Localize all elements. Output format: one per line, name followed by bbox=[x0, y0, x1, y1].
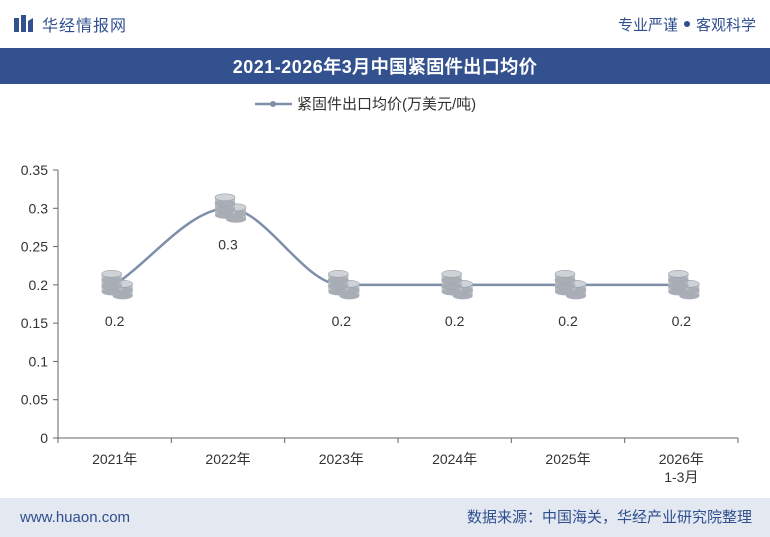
y-axis-ticks: 0 0.05 0.1 0.15 0.2 0.25 0.3 0.35 bbox=[21, 162, 58, 446]
chart-title: 2021-2026年3月中国紧固件出口均价 bbox=[232, 57, 538, 77]
footer-source: 数据来源：中国海关，华经产业研究院整理 bbox=[466, 509, 752, 526]
title-band: 2021-2026年3月中国紧固件出口均价 bbox=[0, 48, 770, 84]
data-label: 0.2 bbox=[558, 313, 578, 329]
data-label: 0.2 bbox=[445, 313, 465, 329]
footer: www.huaon.com 数据来源：中国海关，华经产业研究院整理 bbox=[0, 498, 770, 537]
y-tick-label: 0.25 bbox=[21, 239, 48, 255]
data-point-marker-icon bbox=[441, 270, 473, 300]
tagline-right: 客观科学 bbox=[695, 16, 756, 34]
coin-bottom bbox=[328, 276, 349, 284]
coin-top bbox=[668, 270, 689, 278]
data-point-marker-icon bbox=[101, 270, 133, 300]
coin-top bbox=[554, 270, 576, 278]
y-tick-label: 0.1 bbox=[29, 353, 49, 369]
tagline-left: 专业严谨 bbox=[617, 16, 678, 34]
x-tick-label: 2022年 bbox=[205, 451, 250, 467]
coin-bottom bbox=[101, 282, 122, 290]
legend-label: 紧固件出口均价(万美元/吨) bbox=[297, 96, 476, 113]
x-tick-label-line: 2025年 bbox=[545, 451, 590, 467]
data-labels: 0.2 0.3 0.2 0.2 0.2 0.2 bbox=[105, 236, 691, 329]
x-tick-label-line: 2021年 bbox=[92, 451, 137, 467]
coin-bottom bbox=[328, 288, 349, 296]
brand-name: 华经情报网 bbox=[42, 18, 128, 35]
brand: 华经情报网 bbox=[12, 10, 127, 38]
coin-bottom bbox=[215, 211, 235, 219]
x-tick-label: 2021年 bbox=[92, 451, 137, 467]
coin-bottom bbox=[328, 282, 349, 290]
data-point-marker-icon bbox=[328, 270, 360, 300]
coin-bottom bbox=[668, 276, 689, 284]
x-tick-label: 2026年 1-3月 bbox=[659, 451, 704, 485]
x-tick-label: 2023年 bbox=[319, 451, 364, 467]
x-tick-label-line: 2024年 bbox=[432, 451, 477, 467]
data-label: 0.2 bbox=[332, 313, 352, 329]
coin-bottom bbox=[441, 288, 462, 296]
y-tick-label: 0 bbox=[40, 430, 48, 446]
coin-top bbox=[328, 270, 349, 278]
x-tick-label-line: 1-3月 bbox=[664, 469, 698, 485]
x-tick-label-line: 2026年 bbox=[659, 451, 704, 467]
tagline: 专业严谨 客观科学 bbox=[618, 10, 756, 38]
chart-axes bbox=[57, 170, 738, 439]
y-tick-label: 0.15 bbox=[21, 315, 48, 331]
coin-bottom bbox=[555, 276, 575, 284]
brand-logo-icon bbox=[14, 15, 33, 32]
data-point-marker-icon bbox=[668, 270, 700, 300]
coin-bottom bbox=[555, 282, 575, 290]
top-bar: 华经情报网 专业严谨 客观科学 bbox=[0, 0, 770, 49]
x-tick-label: 2025年 bbox=[545, 451, 590, 467]
coin-top bbox=[441, 270, 462, 278]
x-axis-ticks: 2021年 2022年 2023年 2024年 2025年 2026年 1-3月 bbox=[57, 438, 739, 485]
coin-bottom bbox=[215, 205, 235, 213]
coin-bottom bbox=[668, 288, 689, 296]
data-label: 0.2 bbox=[672, 313, 692, 329]
tagline-dot-icon bbox=[683, 21, 690, 27]
data-label: 0.3 bbox=[218, 236, 238, 252]
series-markers bbox=[101, 193, 700, 300]
chart-legend: 紧固件出口均价(万美元/吨) bbox=[255, 96, 476, 113]
coin-bottom bbox=[441, 276, 462, 284]
line-chart: 紧固件出口均价(万美元/吨) 0 0.05 0.1 0.15 0.2 0.25 0.3 0.3… bbox=[21, 96, 739, 485]
legend-marker-icon bbox=[270, 101, 276, 107]
coin-bottom bbox=[668, 282, 689, 290]
coin-top bbox=[214, 193, 236, 202]
coin-bottom bbox=[101, 276, 122, 284]
y-tick-label: 0.2 bbox=[29, 277, 49, 293]
series-line bbox=[113, 207, 682, 287]
x-tick-label: 2024年 bbox=[432, 451, 477, 467]
y-tick-label: 0.05 bbox=[21, 392, 48, 408]
x-tick-label-line: 2022年 bbox=[205, 451, 250, 467]
x-tick-label-line: 2023年 bbox=[319, 451, 364, 467]
data-point-marker-icon bbox=[554, 270, 587, 300]
coin-bottom bbox=[555, 288, 575, 296]
y-tick-label: 0.35 bbox=[21, 162, 48, 178]
footer-website: www.huaon.com bbox=[20, 509, 131, 526]
coin-bottom bbox=[441, 282, 462, 290]
y-tick-label: 0.3 bbox=[29, 200, 49, 216]
coin-top bbox=[101, 270, 122, 278]
data-point-marker-icon bbox=[214, 193, 247, 223]
coin-bottom bbox=[101, 288, 122, 296]
coin-bottom bbox=[215, 199, 235, 207]
data-label: 0.2 bbox=[105, 313, 125, 329]
